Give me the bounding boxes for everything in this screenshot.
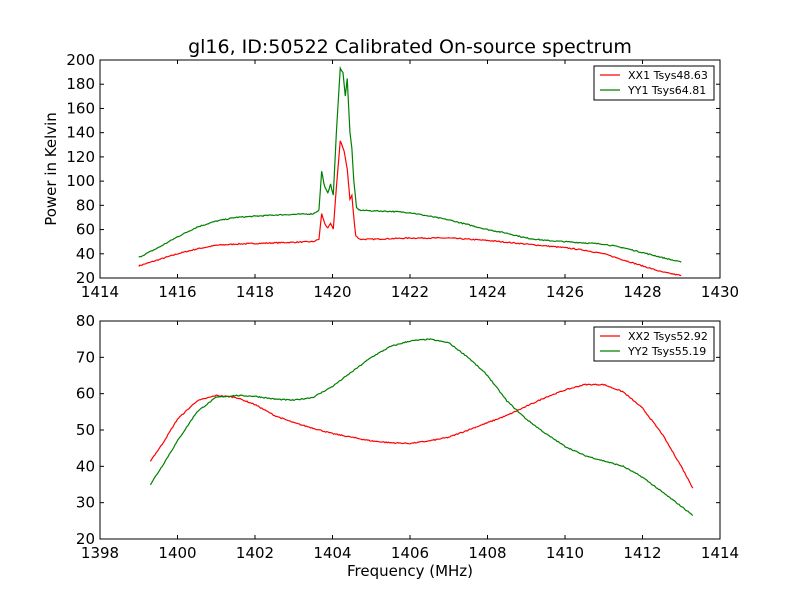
top-series-line-1	[138, 140, 682, 277]
bottom-x-tick-label: 1414	[701, 544, 739, 562]
top-x-tick-label: 1420	[313, 283, 351, 301]
top-x-tick-label: 1428	[623, 283, 661, 301]
top-y-tick-label: 60	[76, 221, 95, 239]
top-spectrum-panel: gl16, ID:50522 Calibrated On-source spec…	[42, 36, 739, 301]
bottom-x-tick-label: 1402	[236, 544, 274, 562]
top-y-tick-label: 140	[66, 124, 95, 142]
top-x-tick-label: 1430	[701, 283, 739, 301]
top-y-tick-label: 20	[76, 269, 95, 287]
bottom-x-tick-label: 1400	[158, 544, 196, 562]
top-y-tick-label: 180	[66, 75, 95, 93]
top-legend-box	[593, 65, 715, 101]
top-panel-title: gl16, ID:50522 Calibrated On-source spec…	[188, 36, 632, 58]
top-x-tick-label: 1422	[391, 283, 429, 301]
bottom-legend-box	[593, 326, 715, 362]
bottom-panel-x-axis-label: Frequency (MHz)	[347, 562, 473, 580]
bottom-y-tick-label: 20	[76, 530, 95, 548]
bottom-y-tick-label: 30	[76, 494, 95, 512]
top-y-tick-label: 160	[66, 99, 95, 117]
bottom-legend-label-2: YY2 Tsys55.19	[627, 345, 706, 358]
top-y-tick-label: 200	[66, 51, 95, 69]
top-y-tick-label: 100	[66, 172, 95, 190]
top-panel-y-axis-label: Power in Kelvin	[42, 112, 60, 226]
bottom-spectrum-panel: Frequency (MHz) 1398 1400 1402 1404 1406 1408…	[76, 312, 739, 580]
top-y-tick-label: 120	[66, 148, 95, 166]
top-x-tick-label: 1418	[236, 283, 274, 301]
bottom-y-tick-label: 80	[76, 312, 95, 330]
top-x-tick-label: 1426	[546, 283, 584, 301]
bottom-tick-layer: 1398 1400 1402 1404 1406 1408 1410 1412 1414 20 30…	[76, 312, 739, 562]
bottom-y-tick-label: 60	[76, 385, 95, 403]
bottom-legend-label-1: XX2 Tsys52.92	[628, 330, 708, 343]
top-series-layer	[138, 65, 682, 277]
top-x-tick-label: 1416	[158, 283, 196, 301]
top-legend: XX1 Tsys48.63 YY1 Tsys64.81	[593, 65, 715, 101]
bottom-y-tick-label: 70	[76, 348, 95, 366]
top-legend-label-2: YY1 Tsys64.81	[627, 84, 706, 97]
bottom-y-tick-label: 40	[76, 457, 95, 475]
top-series-line-2	[138, 65, 682, 263]
bottom-series-line-2	[149, 338, 694, 516]
bottom-legend: XX2 Tsys52.92 YY2 Tsys55.19	[593, 326, 715, 362]
bottom-series-layer	[149, 338, 694, 516]
top-y-tick-label: 80	[76, 196, 95, 214]
top-legend-label-1: XX1 Tsys48.63	[628, 69, 708, 82]
top-x-tick-label: 1424	[468, 283, 506, 301]
bottom-y-tick-label: 50	[76, 421, 95, 439]
bottom-x-tick-label: 1404	[313, 544, 351, 562]
bottom-x-tick-label: 1410	[546, 544, 584, 562]
bottom-x-tick-label: 1398	[81, 544, 119, 562]
bottom-x-tick-label: 1408	[468, 544, 506, 562]
bottom-x-tick-label: 1412	[623, 544, 661, 562]
top-y-tick-label: 40	[76, 245, 95, 263]
top-x-tick-label: 1414	[81, 283, 119, 301]
top-tick-layer: 1414 1416 1418 1420 1422 1424 1426 1428 1430 20 40…	[66, 51, 739, 301]
bottom-series-line-1	[149, 383, 694, 489]
bottom-x-tick-label: 1406	[391, 544, 429, 562]
